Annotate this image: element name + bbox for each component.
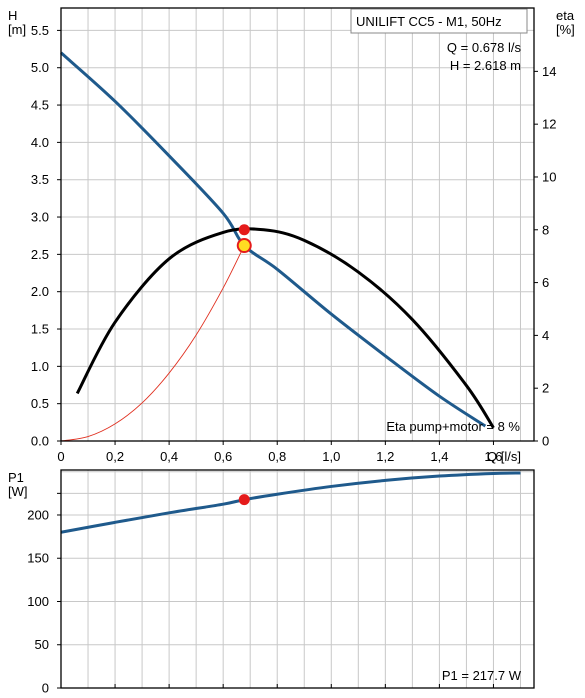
y-tick-label: 3.5: [31, 172, 49, 187]
x-axis-label: Q [l/s]: [487, 449, 521, 464]
head-curve: [59, 51, 487, 428]
y2-tick-label: 14: [542, 64, 556, 79]
bottom-chart-frame: [60, 469, 535, 689]
bottom-chart-curves: [60, 471, 521, 534]
x-tick-label: 1,2: [376, 449, 394, 464]
y-tick-label: 0.0: [31, 434, 49, 449]
eta-axis-label: eta: [556, 8, 575, 23]
power-readout: P1 = 217.7 W: [442, 668, 522, 683]
y2-tick-label: 8: [542, 222, 549, 237]
p1-tick-label: 50: [35, 637, 49, 652]
efficiency-point-marker: [238, 224, 250, 236]
x-tick-label: 0,6: [214, 449, 232, 464]
y-tick-label: 0.5: [31, 396, 49, 411]
p1-axis-label: P1: [8, 470, 24, 485]
y-tick-label: 2.5: [31, 247, 49, 262]
p1-tick-label: 150: [27, 551, 49, 566]
y-tick-label: 1.0: [31, 359, 49, 374]
h-axis-label: H: [8, 8, 17, 23]
p1-tick-label: 200: [27, 507, 49, 522]
y-tick-label: 1.5: [31, 322, 49, 337]
y2-tick-label: 0: [542, 434, 549, 449]
x-tick-label: 0,8: [268, 449, 286, 464]
chart-title: UNILIFT CC5 - M1, 50Hz: [356, 14, 502, 29]
p1-axis-unit: [W]: [8, 484, 28, 499]
efficiency-curve: [75, 227, 495, 429]
y-tick-label: 4.5: [31, 98, 49, 113]
x-tick-label: 0,4: [160, 449, 178, 464]
power-point-marker: [238, 494, 250, 506]
p1-tick-label: 0: [42, 681, 49, 696]
bottom-chart-ticks: 0 50 100 150 200: [27, 492, 494, 696]
y2-tick-label: 12: [542, 117, 556, 132]
p1-tick-label: 100: [27, 594, 49, 609]
top-chart-ticks: 0 0,2 0,4 0,6 0,8 1,0 1,2 1,4 1,6 0.0 0.5 1.0 1.5 2.0…: [31, 23, 557, 464]
y-tick-label: 5.0: [31, 60, 49, 75]
y-tick-label: 4.0: [31, 135, 49, 150]
top-chart-curves: [59, 51, 495, 442]
duty-point-marker: [236, 238, 252, 254]
x-tick-label: 1,4: [430, 449, 448, 464]
y2-tick-label: 6: [542, 275, 549, 290]
system-curve-curve: [60, 245, 245, 442]
head-readout: H = 2.618 m: [450, 58, 521, 73]
x-tick-label: 0: [57, 449, 64, 464]
top-chart-frame: [60, 7, 535, 442]
y-tick-label: 3.0: [31, 210, 49, 225]
h-axis-unit: [m]: [8, 22, 26, 37]
power-curve: [60, 471, 521, 534]
y-tick-label: 2.0: [31, 284, 49, 299]
x-tick-label: 1,0: [322, 449, 340, 464]
y2-tick-label: 10: [542, 169, 556, 184]
eta-axis-unit: [%]: [556, 22, 575, 37]
y-tick-label: 5.5: [31, 23, 49, 38]
y2-tick-label: 4: [542, 328, 549, 343]
x-tick-label: 0,2: [106, 449, 124, 464]
x-tick-label: 1,6: [484, 449, 502, 464]
y2-tick-label: 2: [542, 381, 549, 396]
top-chart-grid: [61, 8, 534, 441]
chart-title-box: [350, 8, 528, 34]
flow-readout: Q = 0.678 l/s: [447, 40, 522, 55]
efficiency-readout: Eta pump+motor = 8 %: [386, 419, 520, 434]
bottom-chart-grid: [61, 470, 534, 688]
